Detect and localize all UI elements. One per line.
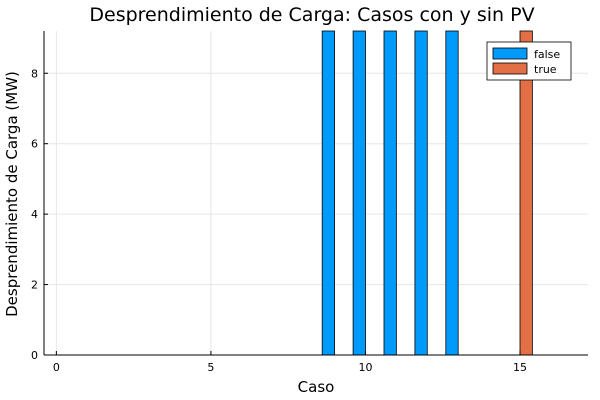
legend-swatch-true [492,62,528,75]
y-axis-label: Desprendimiento de Carga (MW) [3,71,21,317]
axes [43,31,588,356]
bars [321,30,533,356]
x-tick-label: 15 [513,361,527,374]
x-tick-label: 5 [207,361,214,374]
bar-false-12 [414,30,428,356]
bar-false-10 [352,30,366,356]
y-tick-label: 0 [31,349,38,362]
y-tick-label: 4 [31,208,38,221]
y-tick-label: 8 [31,67,38,80]
bar-false-9 [321,30,335,356]
bar-false-11 [383,30,397,356]
legend-swatch-false [492,47,528,60]
y-tick-label: 6 [31,138,38,151]
legend-label-false: false [534,48,560,61]
legend: false true [486,41,572,81]
x-axis-label: Caso [298,378,335,396]
x-tick-label: 10 [358,361,372,374]
x-tick-label: 0 [53,361,60,374]
chart-title: Desprendimiento de Carga: Casos con y si… [89,4,534,26]
legend-label-true: true [534,63,557,76]
y-tick-label: 2 [31,279,38,292]
bar-false-13 [445,30,459,356]
tick-labels: 0 5 10 15 0 2 4 6 8 [31,67,527,374]
